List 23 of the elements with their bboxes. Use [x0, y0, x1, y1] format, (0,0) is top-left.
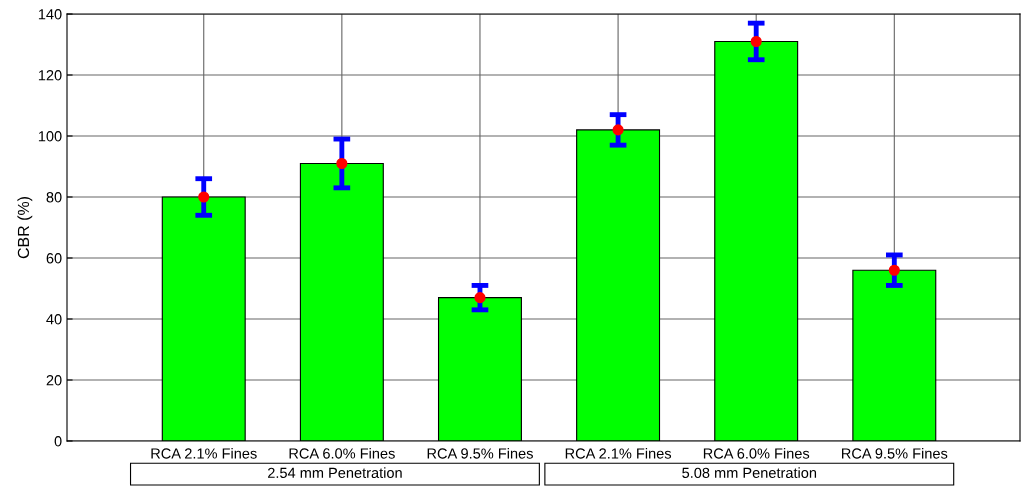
x-tick-label: RCA 2.1% Fines — [151, 447, 257, 459]
y-tick-label: 20 — [46, 375, 62, 386]
y-tick-label: 60 — [46, 253, 62, 264]
text: 2.54 mm Penetration — [268, 467, 402, 479]
y-tick-label: 80 — [46, 192, 62, 203]
y-tick-label: 140 — [38, 9, 62, 20]
y-tick-label: 120 — [38, 70, 62, 81]
point — [750, 35, 762, 48]
x-tick-label: RCA 9.5% Fines — [427, 447, 533, 459]
x-tick-label: RCA 6.0% Fines — [703, 447, 810, 459]
y-tick-label: 0 — [54, 436, 62, 447]
point — [474, 292, 486, 304]
point — [612, 124, 624, 136]
y-axis-title: CBR (%) — [17, 196, 33, 259]
y-tick-label: 100 — [38, 131, 62, 142]
point — [198, 191, 210, 203]
x-tick-label: RCA 6.0% Fines — [289, 447, 395, 459]
text: 5.08 mm Penetration — [682, 467, 817, 479]
y-tick-label: 40 — [46, 314, 62, 325]
point — [888, 264, 900, 276]
point — [336, 157, 348, 170]
x-tick-label: RCA 2.1% Fines — [565, 447, 672, 459]
x-tick-label: RCA 9.5% Fines — [842, 447, 948, 459]
